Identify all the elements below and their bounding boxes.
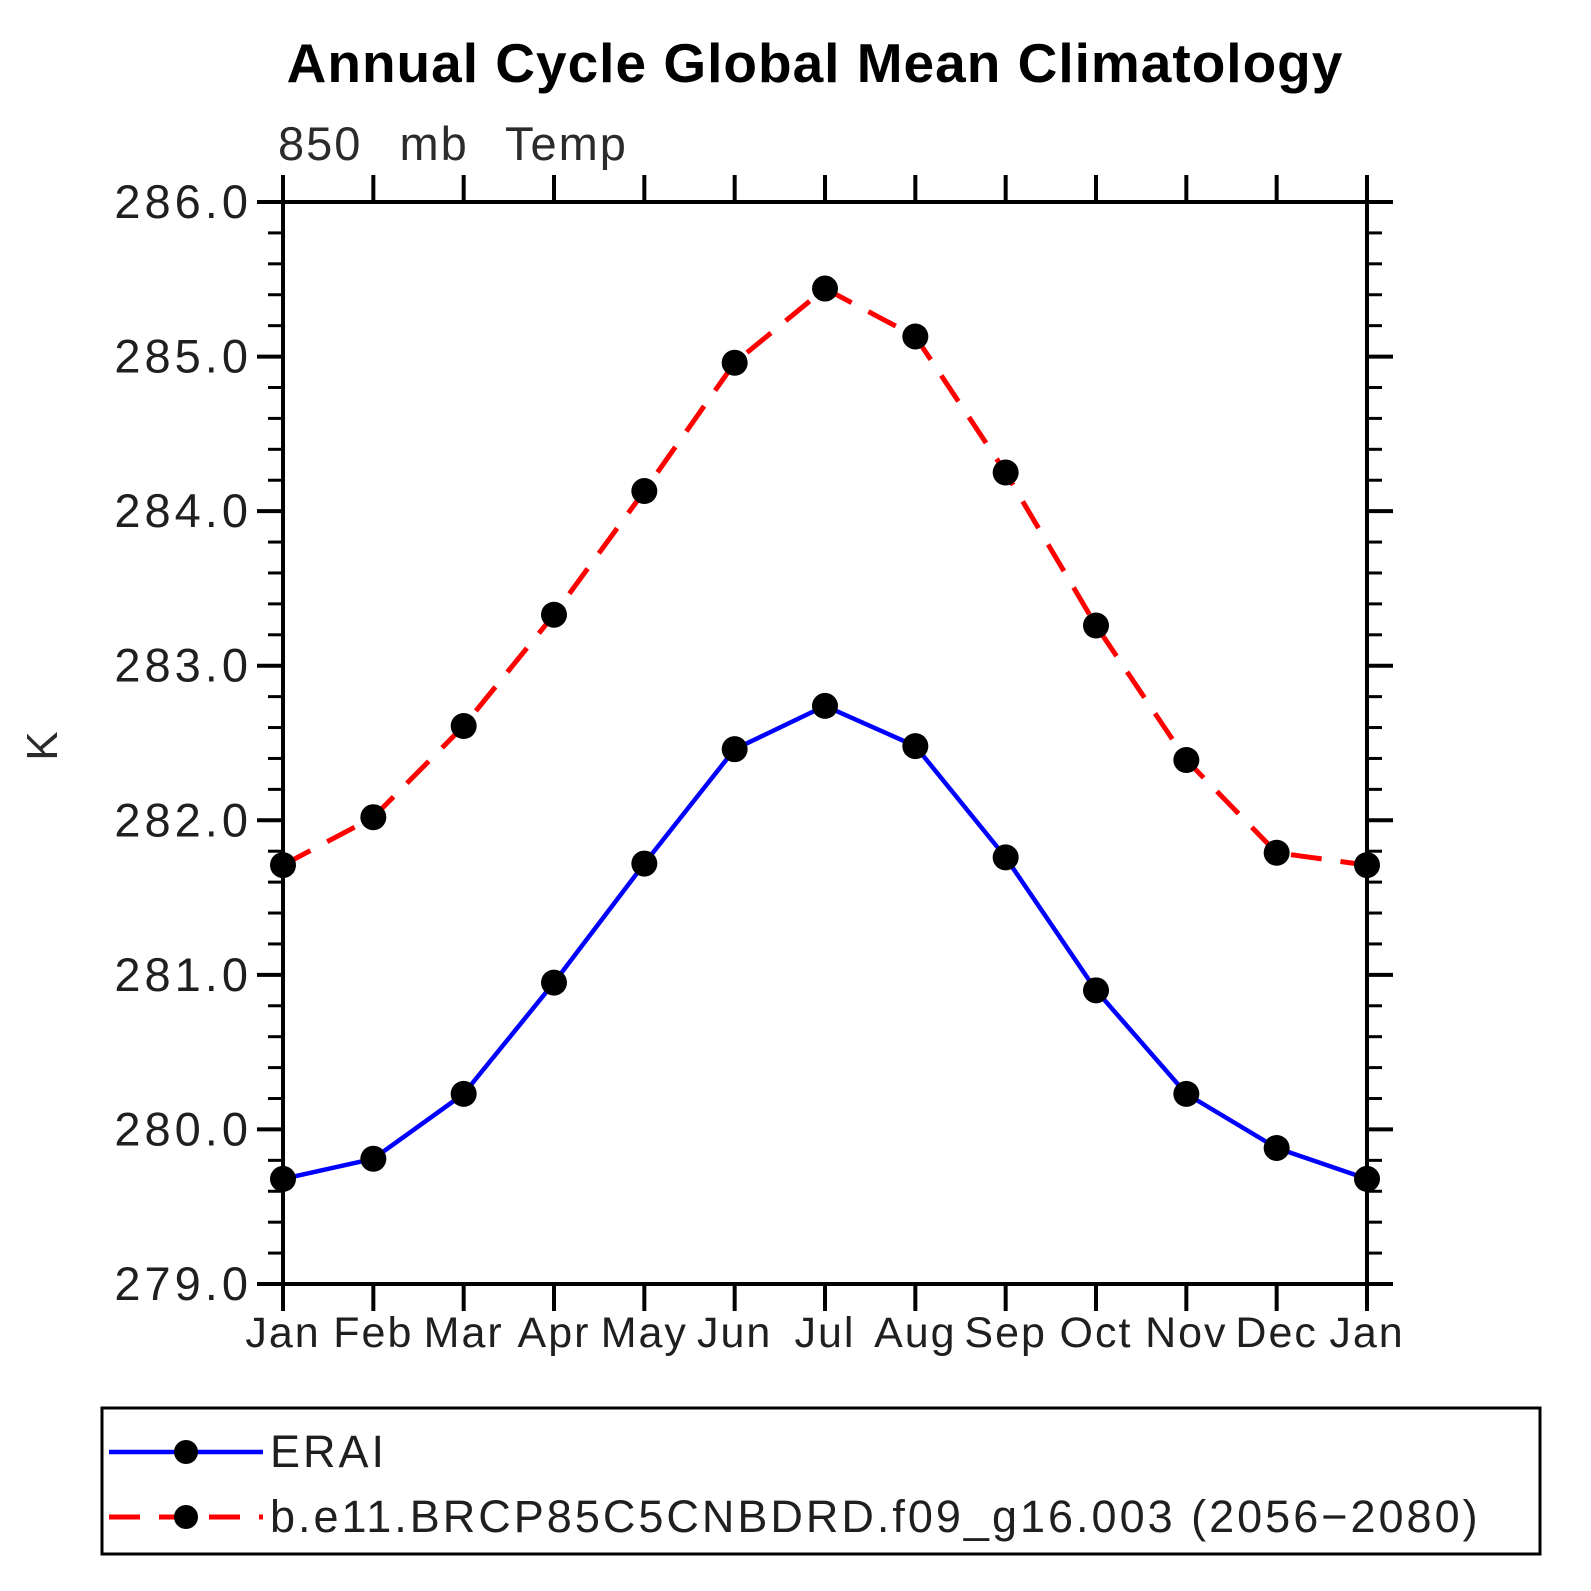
y-tick-label: 281.0 [114, 948, 252, 1001]
x-tick-label: Oct [1060, 1309, 1133, 1357]
legend-marker [174, 1505, 198, 1529]
axis-ticks [257, 175, 1393, 1311]
x-tick-label: Jun [697, 1309, 772, 1357]
x-tick-label: Mar [424, 1309, 504, 1357]
x-tick-label: Apr [518, 1309, 591, 1357]
x-tick-labels: Jan Feb Mar Apr May Jun Jul Aug Sep Oct Nov Dec Jan [245, 1309, 1404, 1357]
y-tick-label: 284.0 [114, 484, 252, 537]
data-point-model [1354, 852, 1380, 879]
data-point-erai [1083, 977, 1109, 1004]
y-axis-label: K [18, 729, 67, 760]
y-tick-label: 286.0 [114, 175, 252, 228]
data-point-model [1263, 839, 1290, 866]
data-point-model [631, 478, 658, 505]
x-tick-label: Jan [1329, 1309, 1404, 1357]
x-tick-label: Feb [333, 1309, 413, 1357]
data-point-model [541, 601, 567, 628]
data-point-erai [721, 736, 748, 763]
data-series [281, 286, 1368, 1182]
legend-box [100, 1406, 1542, 1556]
data-markers [270, 275, 1380, 1192]
x-tick-label: Jan [245, 1309, 320, 1357]
data-point-model [812, 275, 838, 302]
x-tick-label: Sep [964, 1309, 1047, 1357]
x-tick-label: May [601, 1309, 688, 1357]
chart-subtitle: 850 mb Temp [278, 117, 628, 170]
y-tick-label: 283.0 [114, 639, 252, 692]
chart-title: Annual Cycle Global Mean Climatology [287, 32, 1344, 94]
data-point-erai [450, 1080, 477, 1107]
data-point-model [360, 804, 387, 831]
data-point-model [721, 349, 748, 376]
legend-label: b.e11.BRCP85C5CNBDRD.f09_g16.003 (2056−2… [270, 1491, 1481, 1542]
data-point-model [902, 323, 929, 350]
legend-label: ERAI [270, 1426, 387, 1477]
x-tick-label: Aug [874, 1309, 957, 1357]
data-point-erai [541, 969, 567, 996]
data-point-erai [1173, 1080, 1200, 1107]
data-point-erai [1354, 1165, 1380, 1192]
x-tick-label: Dec [1235, 1309, 1317, 1357]
legend-marker [174, 1440, 198, 1464]
data-point-erai [812, 692, 838, 719]
data-point-model [1173, 747, 1200, 774]
data-point-model [992, 459, 1019, 486]
series-line-model [281, 286, 1368, 868]
data-point-erai [270, 1165, 296, 1192]
legend: ERAI b.e11.BRCP85C5CNBDRD.f09_g16.003 (20… [100, 1406, 1542, 1556]
y-tick-label: 285.0 [114, 330, 252, 383]
y-tick-labels: 286.0 285.0 284.0 283.0 282.0 281.0 280.0 279.0 [114, 175, 252, 1310]
data-point-model [450, 712, 477, 739]
data-point-erai [631, 850, 658, 877]
data-point-erai [360, 1145, 387, 1172]
data-point-erai [902, 733, 929, 760]
y-tick-label: 282.0 [114, 793, 252, 846]
x-tick-label: Nov [1145, 1309, 1227, 1357]
x-tick-label: Jul [795, 1309, 856, 1357]
data-point-erai [1263, 1134, 1290, 1161]
data-point-model [1083, 612, 1109, 639]
y-tick-label: 279.0 [114, 1257, 252, 1310]
y-tick-label: 280.0 [114, 1102, 252, 1155]
data-point-erai [992, 844, 1019, 871]
data-point-model [270, 852, 296, 879]
